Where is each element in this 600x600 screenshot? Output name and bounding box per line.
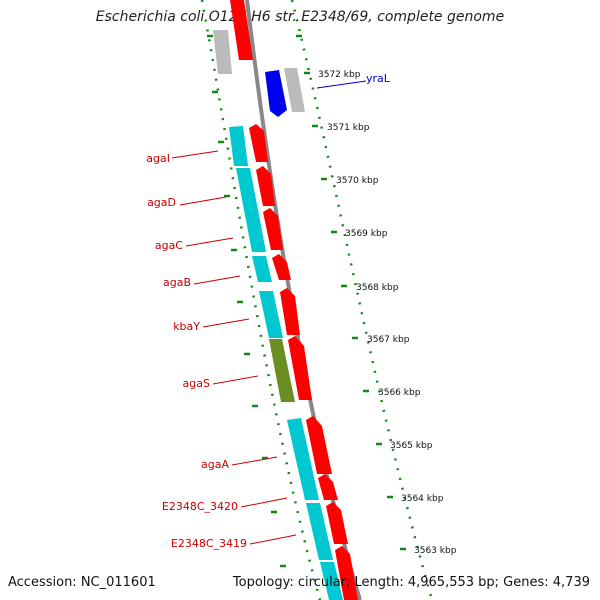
gene-label: agaC <box>155 239 183 252</box>
gene-bar-kbay <box>269 339 295 402</box>
gene-arrow-agac <box>263 208 283 250</box>
gene-bar-agab <box>259 291 283 338</box>
gene-arrow-agas <box>288 336 312 400</box>
tick-label: 3567 kbp <box>367 335 410 345</box>
gene-label: agaS <box>183 377 210 390</box>
gene-bar-agad <box>236 168 266 252</box>
inner-ticks <box>207 34 286 568</box>
gene-bar-gray-top <box>213 30 232 74</box>
gene-label: E2348C_3419 <box>171 537 247 550</box>
gene-label: agaA <box>201 458 229 471</box>
tick-label: 3563 kbp <box>414 546 457 556</box>
gene-arrow-yral <box>265 70 287 117</box>
gene-bar-agac <box>252 256 272 282</box>
top-gene-label: yraL <box>366 72 391 85</box>
gene-label: kbaY <box>173 320 200 333</box>
gene-label: E2348C_3420 <box>162 500 238 513</box>
gene-arrow-bottom <box>335 546 358 600</box>
gene-bar-agai <box>229 126 248 166</box>
gene-bar-e2348c-3419 <box>320 562 343 600</box>
gene-label: agaB <box>163 276 191 289</box>
yral-leader-line <box>316 80 367 89</box>
gene-arrow-red-top <box>230 0 253 60</box>
tick-label: 3566 kbp <box>378 388 421 398</box>
gene-arrow-e2348c-3420 <box>318 474 338 500</box>
gene-arrow-agab <box>272 254 291 280</box>
gene-label: agaD <box>147 196 176 209</box>
gene-leader-lines <box>171 150 297 545</box>
map-title: Escherichia coli O127:H6 str. E2348/69, … <box>95 9 505 25</box>
tick-label: 3565 kbp <box>390 441 433 451</box>
gene-arrow-e2348c-3419 <box>326 502 348 544</box>
gene-arrow-agaa <box>306 416 332 474</box>
tick-label: 3571 kbp <box>327 123 370 133</box>
accession-text: Accession: NC_011601 <box>8 575 156 590</box>
outer-ticks <box>296 34 406 551</box>
right-dotted-boundary <box>290 0 434 600</box>
tick-label: 3569 kbp <box>345 229 388 239</box>
tick-label: 3572 kbp <box>318 70 361 80</box>
gene-arrow-agai <box>249 124 268 162</box>
tick-label: 3568 kbp <box>356 283 399 293</box>
gene-arrow-kbay <box>280 288 300 335</box>
tick-label: 3570 kbp <box>336 176 379 186</box>
gene-bar-gray-yral <box>284 68 305 112</box>
gene-arrow-agad <box>256 166 275 206</box>
tick-label: 3564 kbp <box>401 494 444 504</box>
gene-label: agaI <box>146 152 170 165</box>
topology-text: Topology: circular; Length: 4,965,553 bp… <box>232 575 590 590</box>
gene-bar-e2348c-3420 <box>306 503 333 560</box>
gene-bar-agaa <box>287 418 319 500</box>
